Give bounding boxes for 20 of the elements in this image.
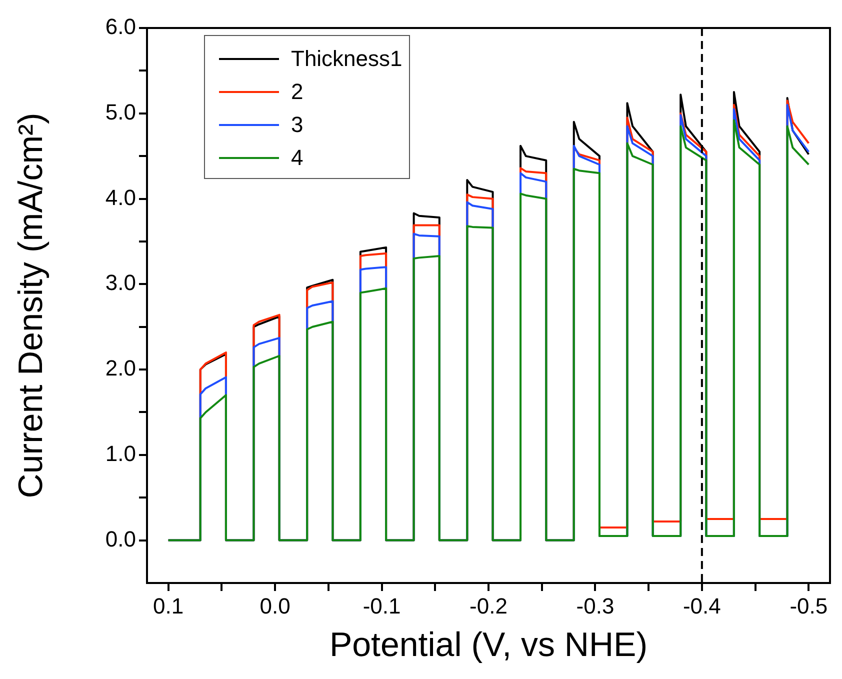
- y-axis-title: Current Density (mA/cm²): [12, 112, 50, 498]
- x-axis-title: Potential (V, vs NHE): [329, 626, 648, 664]
- y-tick-label: 0.0: [105, 526, 136, 552]
- y-tick-label: 2.0: [105, 356, 136, 381]
- x-tick-label: -0.3: [576, 593, 614, 618]
- y-tick-label: 6.0: [105, 14, 136, 40]
- y-tick-label: 5.0: [105, 99, 136, 124]
- x-tick-label: -0.5: [790, 593, 828, 618]
- legend-label: Thickness1: [291, 46, 402, 72]
- x-tick-label: -0.4: [682, 593, 721, 618]
- legend-label: 3: [291, 112, 304, 138]
- y-tick-label: 4.0: [105, 184, 136, 210]
- x-tick-label: -0.2: [470, 593, 508, 618]
- x-tick-label: -0.1: [362, 593, 401, 618]
- x-tick-label: 0.0: [260, 593, 290, 618]
- y-tick-label: 1.0: [105, 440, 136, 466]
- legend-label: 4: [291, 144, 304, 170]
- legend-label: 2: [291, 78, 304, 104]
- y-tick-label: 3.0: [105, 270, 136, 296]
- x-tick-label: 0.1: [153, 593, 184, 618]
